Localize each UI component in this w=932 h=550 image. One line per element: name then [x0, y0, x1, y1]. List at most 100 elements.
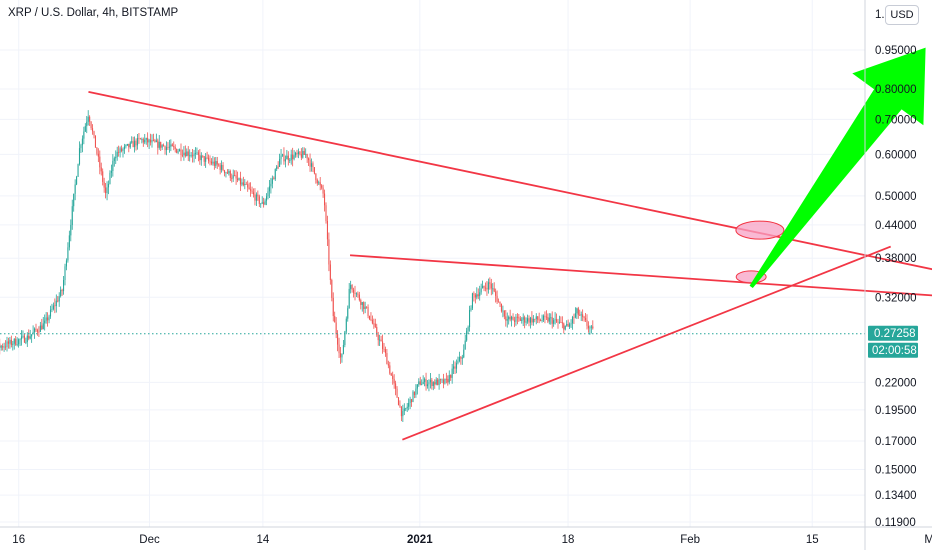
candle-body — [363, 302, 365, 310]
highlight-ellipse — [735, 220, 785, 240]
candle-body — [110, 170, 112, 173]
candle-body — [302, 151, 304, 158]
candle-body — [2, 346, 4, 348]
candle-body — [519, 318, 521, 321]
candle-body — [183, 152, 185, 156]
candle-body — [176, 148, 178, 153]
time-tick-label: 14 — [256, 534, 269, 546]
candle-body — [205, 157, 207, 162]
trendline[interactable] — [402, 245, 892, 441]
candle-body — [266, 196, 268, 201]
candle-body — [570, 323, 572, 325]
candle-body — [221, 164, 223, 170]
candle-body — [155, 140, 157, 142]
candle-body — [135, 140, 137, 146]
candle-body — [397, 397, 400, 406]
candle-body — [45, 317, 47, 321]
candle-body — [157, 140, 159, 148]
time-tick-label: Feb — [680, 534, 700, 546]
candle-body — [558, 322, 560, 323]
time-axis[interactable]: 16Dec14202118Feb15Mar15 — [12, 534, 932, 546]
candle-body — [228, 171, 230, 174]
candle-body — [305, 154, 307, 156]
candle-body — [167, 147, 169, 148]
candle-body — [354, 292, 356, 295]
candle-body — [506, 319, 508, 321]
candle-body — [377, 334, 379, 341]
candle-body — [173, 146, 175, 148]
price-tick-label: 0.15000 — [875, 464, 917, 476]
candle-body — [48, 316, 50, 321]
price-axis[interactable]: 0.95000 0.80000 0.70000 0.60000 0.50000 0.440… — [875, 9, 917, 529]
time-tick-label: 16 — [12, 534, 25, 546]
candle-body — [177, 151, 179, 153]
trendline[interactable] — [88, 91, 932, 308]
candle-body — [125, 145, 127, 147]
candle-body — [318, 182, 320, 184]
candle-body — [247, 184, 249, 188]
candle-body — [339, 353, 342, 358]
candle-body — [337, 334, 339, 345]
candle-body — [310, 163, 313, 167]
trendlines[interactable] — [88, 91, 932, 441]
candle-body — [500, 303, 502, 312]
candle-body — [487, 282, 489, 290]
candle-body — [83, 131, 85, 139]
candle-body — [557, 321, 559, 323]
candle-body — [54, 305, 56, 307]
price-tick-label: 0.32000 — [875, 292, 917, 304]
candle-body — [103, 181, 105, 188]
candle-body — [289, 160, 291, 161]
candle-body — [51, 309, 53, 310]
candle-body — [168, 146, 170, 148]
candle-body — [541, 320, 543, 321]
candle-body — [441, 379, 443, 381]
candle-body — [102, 171, 104, 182]
trendline[interactable] — [349, 254, 932, 308]
candle-body — [263, 202, 265, 205]
candle-body — [151, 139, 153, 143]
candle-body — [560, 322, 562, 323]
candle-body — [476, 294, 478, 298]
countdown-badge — [868, 342, 918, 358]
price-tick-label: 0.13400 — [875, 490, 917, 502]
currency-button[interactable]: USD — [885, 5, 919, 25]
candle-body — [467, 327, 469, 331]
candle-body — [123, 146, 125, 150]
candle-body — [76, 176, 78, 185]
candle-body — [9, 339, 11, 344]
candle-body — [223, 170, 226, 174]
candle-body — [379, 339, 381, 341]
candle-body — [460, 357, 462, 359]
candle-body — [180, 149, 182, 155]
candle-body — [3, 346, 5, 348]
candle-body — [109, 172, 111, 184]
candle-body — [231, 177, 233, 179]
candle-body — [532, 318, 534, 323]
candle-body — [322, 187, 324, 194]
candle-body — [235, 175, 237, 179]
candle-body — [18, 339, 20, 345]
candle-body — [277, 166, 279, 168]
candle-body — [131, 141, 133, 143]
candle-body — [216, 161, 218, 165]
candle-body — [529, 317, 531, 323]
candle-body — [471, 293, 473, 309]
candle-body — [312, 163, 314, 168]
candle-body — [134, 140, 136, 148]
candle-body — [87, 116, 89, 122]
candle-body — [390, 373, 392, 376]
candle-body — [371, 320, 373, 324]
candle-body — [279, 159, 281, 167]
candle-body — [522, 317, 524, 320]
candle-body — [276, 166, 278, 170]
candle-body — [196, 152, 198, 154]
candle-body — [219, 165, 221, 170]
candle-body — [502, 310, 504, 312]
candle-body — [442, 379, 444, 384]
green-arrow — [749, 47, 926, 288]
candle-body — [556, 319, 558, 322]
candle-body — [158, 141, 160, 148]
candle-body — [144, 139, 146, 143]
